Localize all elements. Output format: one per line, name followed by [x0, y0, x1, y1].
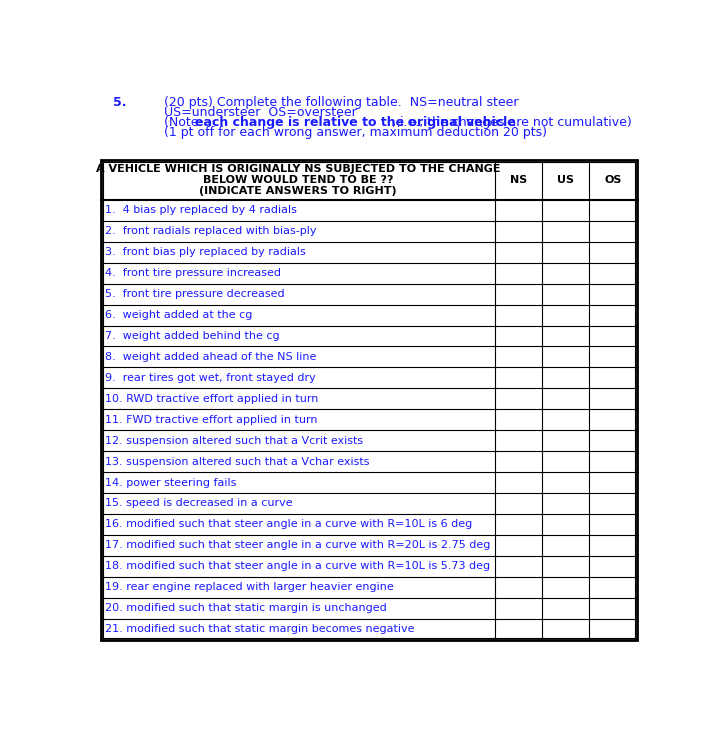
Text: 7.  weight added behind the cg: 7. weight added behind the cg [104, 331, 279, 341]
Text: , i.e., the changes are not cumulative): , i.e., the changes are not cumulative) [392, 116, 631, 129]
Text: 9.  rear tires got wet, front stayed dry: 9. rear tires got wet, front stayed dry [104, 373, 315, 383]
Text: 12. suspension altered such that a Vcrit exists: 12. suspension altered such that a Vcrit… [104, 436, 363, 445]
Text: 17. modified such that steer angle in a curve with R=20L is 2.75 deg: 17. modified such that steer angle in a … [104, 540, 490, 550]
Text: 1.  4 bias ply replaced by 4 radials: 1. 4 bias ply replaced by 4 radials [104, 206, 297, 215]
Text: (Note:: (Note: [163, 116, 210, 129]
Text: 11. FWD tractive effort applied in turn: 11. FWD tractive effort applied in turn [104, 415, 318, 425]
Text: 3.  front bias ply replaced by radials: 3. front bias ply replaced by radials [104, 247, 305, 257]
Text: 6.  weight added at the cg: 6. weight added at the cg [104, 310, 252, 320]
Bar [101, 160, 637, 639]
Text: 5.: 5. [113, 96, 127, 109]
Text: OS: OS [605, 175, 622, 185]
Text: (20 pts) Complete the following table.  NS=neutral steer: (20 pts) Complete the following table. N… [163, 96, 518, 109]
Text: US: US [557, 175, 575, 185]
Text: 4.  front tire pressure increased: 4. front tire pressure increased [104, 268, 281, 278]
Text: 18. modified such that steer angle in a curve with R=10L is 5.73 deg: 18. modified such that steer angle in a … [104, 561, 490, 572]
Text: 5.  front tire pressure decreased: 5. front tire pressure decreased [104, 289, 284, 299]
Text: 13. suspension altered such that a Vchar exists: 13. suspension altered such that a Vchar… [104, 456, 369, 467]
Text: US=understeer  OS=oversteer: US=understeer OS=oversteer [163, 106, 356, 119]
Text: each change is relative to the original vehicle: each change is relative to the original … [195, 116, 516, 129]
Text: 20. modified such that static margin is unchanged: 20. modified such that static margin is … [104, 603, 387, 613]
Text: 16. modified such that steer angle in a curve with R=10L is 6 deg: 16. modified such that steer angle in a … [104, 520, 472, 529]
Text: (1 pt off for each wrong answer, maximum deduction 20 pts): (1 pt off for each wrong answer, maximum… [163, 126, 546, 139]
Text: 10. RWD tractive effort applied in turn: 10. RWD tractive effort applied in turn [104, 394, 318, 404]
Text: 8.  weight added ahead of the NS line: 8. weight added ahead of the NS line [104, 352, 316, 362]
Text: NS: NS [510, 175, 527, 185]
Bar [103, 162, 635, 638]
Text: (INDICATE ANSWERS TO RIGHT): (INDICATE ANSWERS TO RIGHT) [199, 186, 397, 195]
Text: 14. power steering fails: 14. power steering fails [104, 477, 236, 488]
Text: A VEHICLE WHICH IS ORIGINALLY NS SUBJECTED TO THE CHANGE: A VEHICLE WHICH IS ORIGINALLY NS SUBJECT… [96, 164, 500, 174]
Text: 21. modified such that static margin becomes negative: 21. modified such that static margin bec… [104, 624, 414, 634]
Text: 19. rear engine replaced with larger heavier engine: 19. rear engine replaced with larger hea… [104, 582, 393, 592]
Text: BELOW WOULD TEND TO BE ??: BELOW WOULD TEND TO BE ?? [203, 175, 393, 185]
Text: 2.  front radials replaced with bias-ply: 2. front radials replaced with bias-ply [104, 226, 316, 236]
Text: 15. speed is decreased in a curve: 15. speed is decreased in a curve [104, 499, 292, 509]
